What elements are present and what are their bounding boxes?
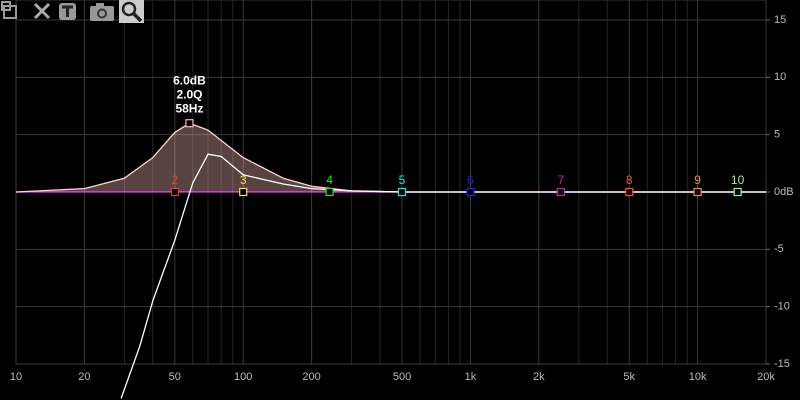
close-button[interactable] (33, 2, 51, 20)
band-label: 4 (326, 173, 333, 187)
x-tick-label: 1k (465, 371, 477, 383)
response-curve (120, 153, 766, 399)
band-marker[interactable] (397, 187, 407, 197)
text-button[interactable] (59, 3, 76, 20)
band-marker[interactable] (185, 119, 194, 128)
camera-button[interactable] (90, 3, 114, 21)
band-marker[interactable] (693, 187, 702, 197)
y-tick-label: 10 (774, 71, 786, 83)
x-tick-label: 5k (623, 371, 635, 383)
y-tick-label: 0dB (774, 186, 794, 198)
x-tick-label: 100 (234, 371, 252, 383)
band-marker[interactable] (170, 187, 179, 197)
band-marker[interactable] (625, 187, 634, 197)
band-label: 8 (626, 173, 633, 187)
band-label: 7 (557, 173, 564, 187)
band-annotation: 6.0dB (173, 73, 206, 87)
y-tick-label: -15 (774, 358, 790, 370)
band-label: 10 (731, 173, 745, 187)
zoom-button[interactable] (119, 0, 144, 23)
band-label: 5 (399, 173, 406, 187)
toolbar (1, 0, 144, 23)
x-tick-label: 500 (393, 371, 411, 383)
band-annotation: 2.0Q (176, 87, 202, 101)
band-marker[interactable] (733, 187, 742, 197)
x-tick-label: 200 (302, 371, 320, 383)
band-label: 2 (171, 173, 178, 187)
x-tick-label: 20 (78, 371, 90, 383)
band-label: 6 (467, 173, 474, 187)
x-tick-label: 10k (689, 371, 707, 383)
band-marker[interactable] (556, 187, 565, 197)
resize-button[interactable] (1, 1, 17, 19)
response-area (16, 123, 766, 192)
x-tick-label: 10 (10, 371, 22, 383)
band-label: 3 (240, 173, 247, 187)
band-marker[interactable] (466, 187, 475, 197)
y-tick-label: -10 (774, 301, 790, 313)
y-tick-label: 15 (774, 14, 786, 26)
y-tick-label: -5 (774, 243, 784, 255)
x-tick-label: 50 (169, 371, 181, 383)
band-label: 9 (694, 173, 701, 187)
grid: 10 20 50 100 200 500 1k 2k 5k 10k 20k-15 -10 -5 0dB 5 1… (10, 0, 794, 383)
band-marker[interactable] (239, 187, 248, 197)
y-tick-label: 5 (774, 129, 780, 141)
x-tick-label: 2k (533, 371, 545, 383)
band-marker[interactable] (325, 187, 334, 197)
x-tick-label: 20k (757, 371, 775, 383)
band-annotation: 58Hz (175, 101, 203, 115)
